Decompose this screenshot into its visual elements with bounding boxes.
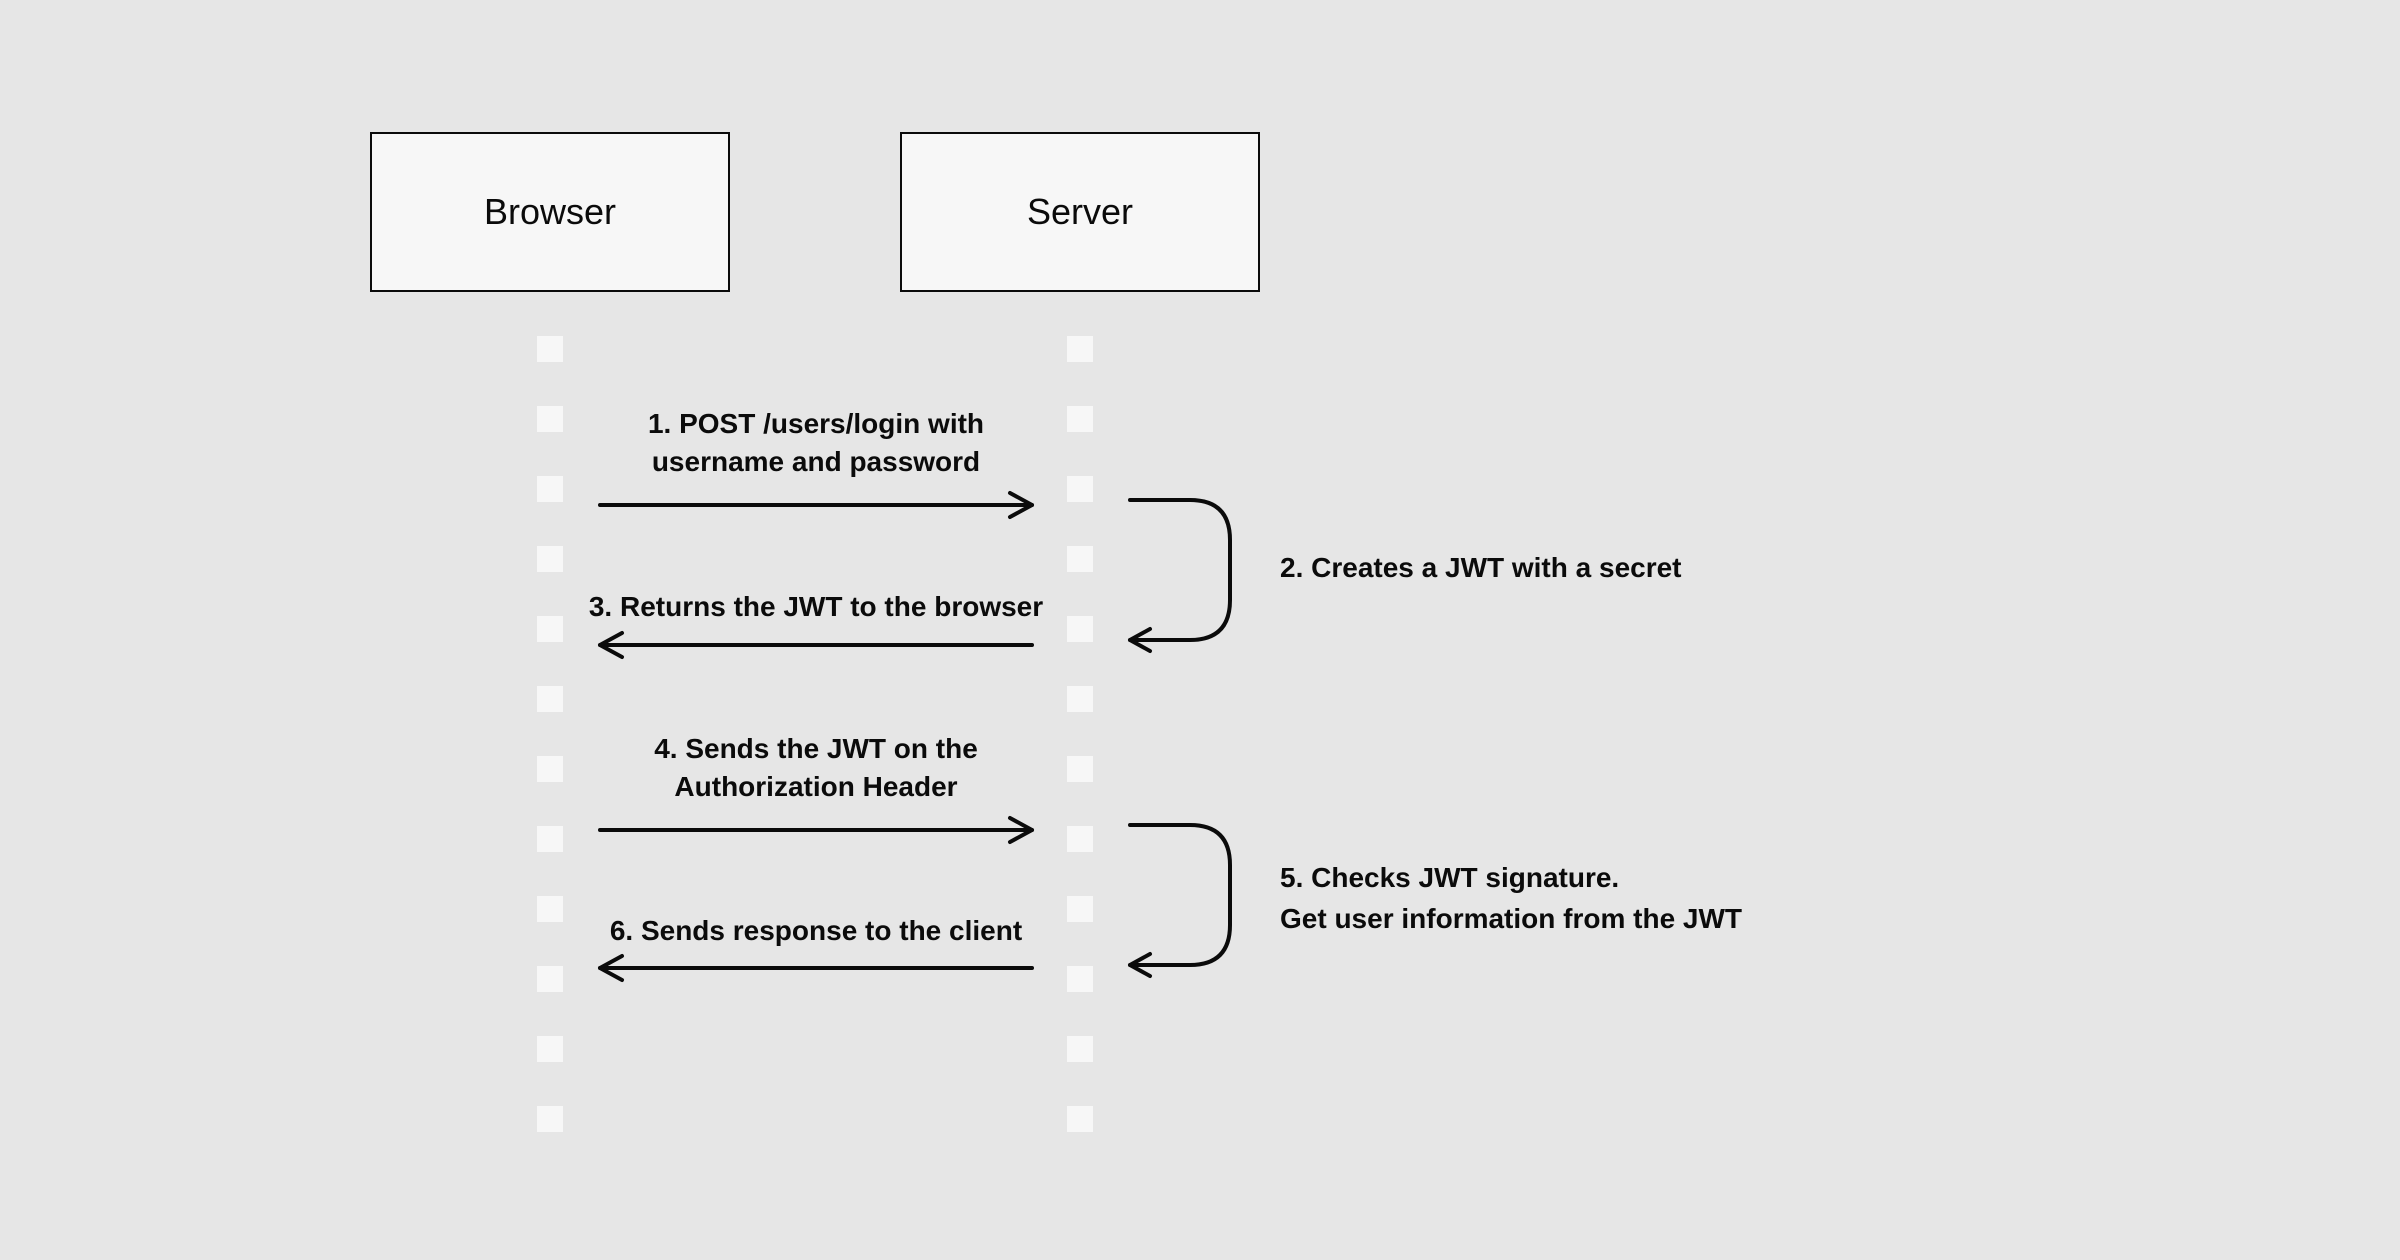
side-label-2: 2. Creates a JWT with a secret — [1280, 548, 1682, 589]
sequence-diagram: Browser Server 1. POST /users/login with… — [0, 0, 2400, 1260]
msg-label-3: 3. Returns the JWT to the browser — [466, 588, 1166, 626]
lane-label-browser: Browser — [484, 191, 616, 233]
msg-label-6: 6. Sends response to the client — [466, 912, 1166, 950]
side-label-5: 5. Checks JWT signature.Get user informa… — [1280, 858, 1742, 939]
lane-box-server: Server — [900, 132, 1260, 292]
msg-label-4: 4. Sends the JWT on theAuthorization Hea… — [466, 730, 1166, 806]
lane-label-server: Server — [1027, 191, 1133, 233]
lane-box-browser: Browser — [370, 132, 730, 292]
msg-label-1: 1. POST /users/login withusername and pa… — [466, 405, 1166, 481]
